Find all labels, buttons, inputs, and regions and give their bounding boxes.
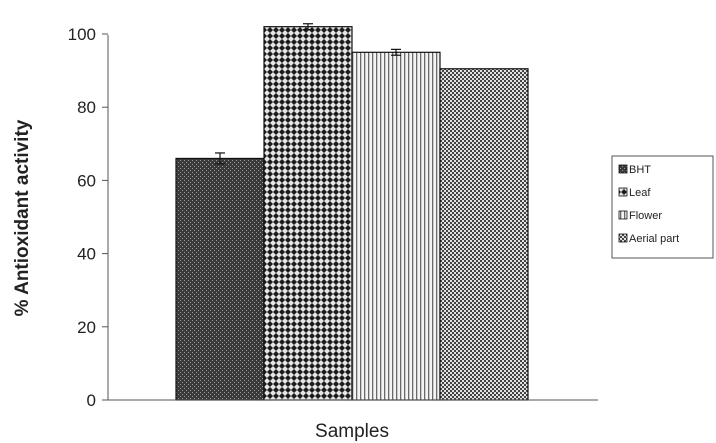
bar-flower	[351, 51, 441, 401]
legend-swatch-aerial-part	[618, 233, 628, 243]
error-bars-layer	[215, 23, 401, 165]
y-tick-label: 100	[68, 25, 96, 44]
legend-swatch-leaf	[618, 187, 628, 197]
y-tick-label: 20	[77, 318, 96, 337]
legend-box	[611, 155, 714, 259]
bar-leaf	[263, 26, 353, 401]
bar-bht	[175, 157, 265, 401]
legend-label-aerial-part: Aerial part	[629, 233, 679, 245]
legend-swatch-flower	[618, 210, 628, 220]
y-tick-label: 0	[87, 391, 96, 410]
y-ticks: 0 20 40 60 80 100	[68, 25, 108, 410]
legend-swatch-bht	[618, 164, 628, 174]
error-bar-bht	[215, 152, 225, 165]
bars-layer	[175, 26, 529, 401]
y-tick-label: 40	[77, 245, 96, 264]
y-tick-label: 80	[77, 98, 96, 117]
x-axis-title: Samples	[315, 421, 389, 442]
legend-label-leaf: Leaf	[629, 187, 651, 199]
y-tick-label: 60	[77, 171, 96, 190]
error-bar-flower	[391, 48, 401, 56]
legend-items: BHT Leaf Flower Aerial part	[618, 164, 679, 245]
legend: BHT Leaf Flower Aerial part	[611, 155, 714, 259]
legend-label-bht: BHT	[629, 164, 651, 176]
bar-aerial-part	[439, 68, 529, 401]
y-axis-title: % Antioxidant activity	[12, 119, 33, 316]
error-bar-leaf	[303, 23, 313, 31]
legend-label-flower: Flower	[629, 210, 662, 222]
